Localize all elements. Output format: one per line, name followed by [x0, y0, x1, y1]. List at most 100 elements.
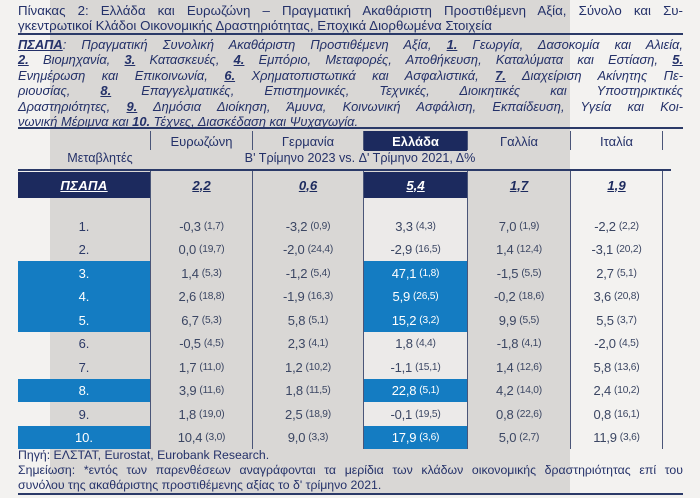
- table-cell: 3,3 (4,3): [364, 214, 467, 238]
- table-cell: -0,2 (18,6): [468, 285, 570, 308]
- table-cell: 1,4 (5,3): [151, 261, 252, 285]
- value-share: (18,6): [518, 291, 545, 302]
- row-label: 1.: [78, 218, 90, 234]
- column-header: Γαλλία: [468, 131, 570, 151]
- column-separator: [570, 171, 571, 449]
- value-main: 0,8: [496, 406, 514, 422]
- value-main: -1,9: [282, 289, 305, 304]
- value-share: (0,9): [310, 220, 331, 232]
- psapa-value-cell: 2,2: [151, 172, 252, 198]
- row-label: 8.: [78, 383, 90, 398]
- column-separator: [150, 171, 151, 449]
- sector-number: 8.: [100, 83, 112, 99]
- value-main: 22,8: [391, 383, 417, 398]
- value-main: 2,4: [593, 383, 612, 398]
- row-label-cell: 7.: [18, 355, 150, 379]
- table-cell: 3,6 (20,8): [571, 285, 662, 308]
- value-share: (18,9): [305, 408, 332, 420]
- value-main: 47,1: [391, 265, 417, 281]
- value-main: 0,0: [178, 242, 197, 257]
- value-share: (26,5): [413, 291, 439, 302]
- table-cell: -0,3 (1,7): [151, 214, 252, 238]
- table-cell: 1,7 (11,0): [151, 355, 252, 379]
- psapa-value-cell: 1,7: [468, 172, 570, 198]
- value-share: (19,7): [199, 244, 225, 255]
- value-share: (5,5): [519, 314, 540, 326]
- row-label: 2.: [78, 242, 90, 257]
- row-label: 7.: [78, 359, 90, 375]
- table-cell: 9,0 (3,3): [253, 426, 363, 449]
- sector-legend-text: : Πραγματική Συνολική Ακαθάριστη Προστιθ…: [62, 37, 447, 52]
- value-share: (11,0): [199, 361, 225, 373]
- column-header-label: Ιταλία: [600, 133, 633, 149]
- value-share: (18,8): [199, 291, 225, 302]
- value-share: (12,6): [516, 361, 543, 373]
- value-share: (10,2): [305, 361, 332, 373]
- sector-legend-text: νωνική Μέριμνα και: [18, 114, 133, 130]
- value-share: (20,2): [616, 244, 642, 255]
- column-separator-tick: [662, 131, 663, 150]
- column-header-label: Ελλάδα: [392, 133, 439, 149]
- value-share: (5,1): [419, 385, 440, 396]
- sector-legend-text: Τέχνες, Διασκέδαση και Ψυχαγωγία.: [150, 114, 359, 130]
- value-share: (24,4): [307, 244, 334, 255]
- value-main: 11,9: [593, 430, 617, 445]
- sector-legend-line: ριουσίας, 8. Επαγγελματικές, Επιστημονικ…: [18, 83, 683, 98]
- footnote-line-2: συνόλου της ακαθάριστης προστιθέμενης αξ…: [18, 478, 382, 492]
- table-cell: 0,8 (22,6): [468, 402, 570, 426]
- row-label-cell: 3.: [18, 261, 150, 285]
- column-header-label: Ευρωζώνη: [170, 133, 233, 149]
- value-main: 5,8: [593, 359, 612, 375]
- value-main: 5,9: [392, 289, 411, 304]
- sector-legend-line: Ενημέρωση και Επικοινωνία, 6. Χρηματοπισ…: [18, 68, 683, 83]
- sector-number: 1.: [446, 37, 458, 52]
- sector-number: 7.: [495, 67, 506, 83]
- value-main: 2,7: [596, 265, 614, 281]
- table-cell: -0,5 (4,5): [151, 332, 252, 355]
- value-main: 6,7: [181, 312, 199, 328]
- value-main: 5,5: [596, 312, 614, 328]
- value-share: (20,8): [614, 291, 640, 302]
- sector-legend-text: Χρηματοπιστωτικά και Ασφαλιστικά,: [235, 67, 496, 83]
- column-separator-tick: [570, 131, 571, 150]
- table-cell: 1,8 (11,5): [253, 379, 363, 402]
- value-share: (2,2): [618, 220, 639, 232]
- column-separator: [662, 171, 663, 449]
- value-share: (5,1): [616, 267, 637, 279]
- value-share: (19,5): [415, 408, 441, 420]
- sector-legend-text: Επαγγελματικές, Επιστημονικές, Τεχνικές,…: [111, 83, 683, 99]
- value-main: 3,9: [178, 383, 197, 398]
- table-cell: -1,5 (5,5): [468, 261, 570, 285]
- table-cell: 1,8 (4,4): [364, 332, 467, 355]
- sector-legend-text: Εμπόριο, Μεταφορές, Αποθήκευση, Καταλύμα…: [244, 52, 673, 68]
- value-main: 1,8: [285, 383, 303, 398]
- value-share: (5,3): [201, 267, 222, 279]
- value-main: 17,9: [391, 430, 417, 445]
- value-share: (2,7): [519, 432, 540, 443]
- value-main: 1,8: [178, 406, 197, 422]
- sector-legend-text: ριουσίας,: [18, 83, 101, 99]
- psapa-value: 0,6: [298, 177, 318, 193]
- value-share: (3,3): [308, 432, 329, 443]
- value-main: -3,1: [591, 242, 614, 257]
- row-label-cell: 4.: [18, 285, 150, 308]
- table-cell: -0,1 (19,5): [364, 402, 467, 426]
- sector-number: 10.: [132, 114, 151, 130]
- value-main: -0,5: [179, 336, 201, 351]
- table-cell: 5,9 (26,5): [364, 285, 467, 308]
- sector-legend-text: Γεωργία, Δασοκομία και Αλιεία,: [457, 37, 683, 52]
- value-share: (3,7): [616, 314, 637, 326]
- sector-number: ΠΣΑΠΑ: [18, 37, 63, 52]
- table-cell: -2,0 (4,5): [571, 332, 662, 355]
- value-share: (3,6): [419, 432, 440, 443]
- table-cell: 1,4 (12,6): [468, 355, 570, 379]
- legend-rule: [18, 127, 683, 129]
- row-label-cell: 8.: [18, 379, 150, 402]
- column-header-label: Γαλλία: [499, 133, 539, 149]
- table-cell: -1,1 (15,1): [364, 355, 467, 379]
- sector-number: 6.: [224, 67, 236, 83]
- sector-legend-line: 2. Βιομηχανία, 3. Κατασκευές, 4. Εμπόριο…: [18, 52, 683, 67]
- value-share: (14,0): [516, 385, 543, 396]
- title-rule: [18, 33, 683, 35]
- value-main: 1,8: [395, 336, 413, 351]
